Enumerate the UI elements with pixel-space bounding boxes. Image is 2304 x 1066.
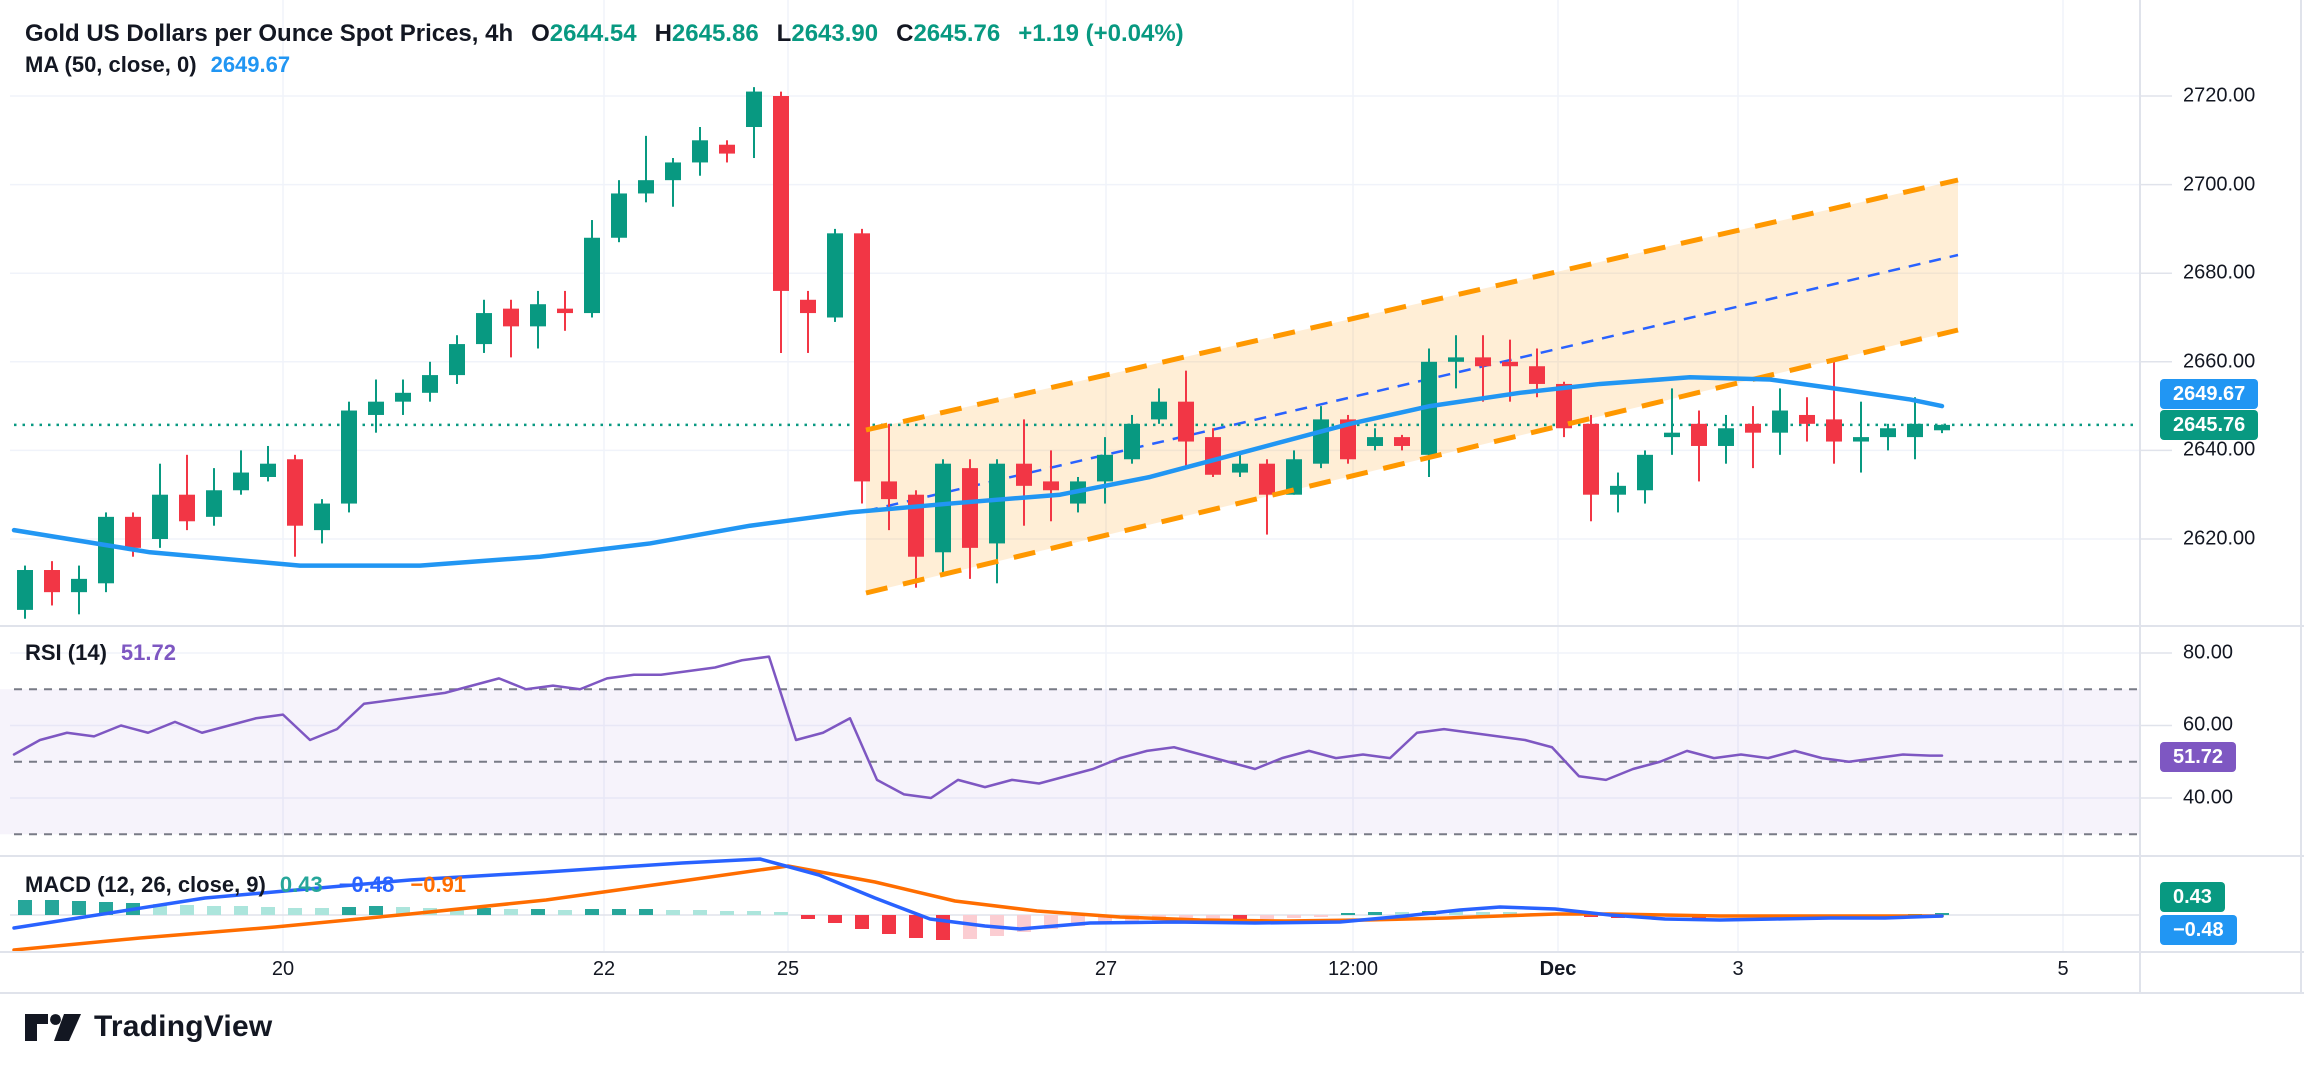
tradingview-glyph — [25, 1013, 81, 1041]
tradingview-logo[interactable]: TradingView — [24, 1010, 272, 1044]
tradingview-wordmark: TradingView — [94, 1010, 273, 1043]
